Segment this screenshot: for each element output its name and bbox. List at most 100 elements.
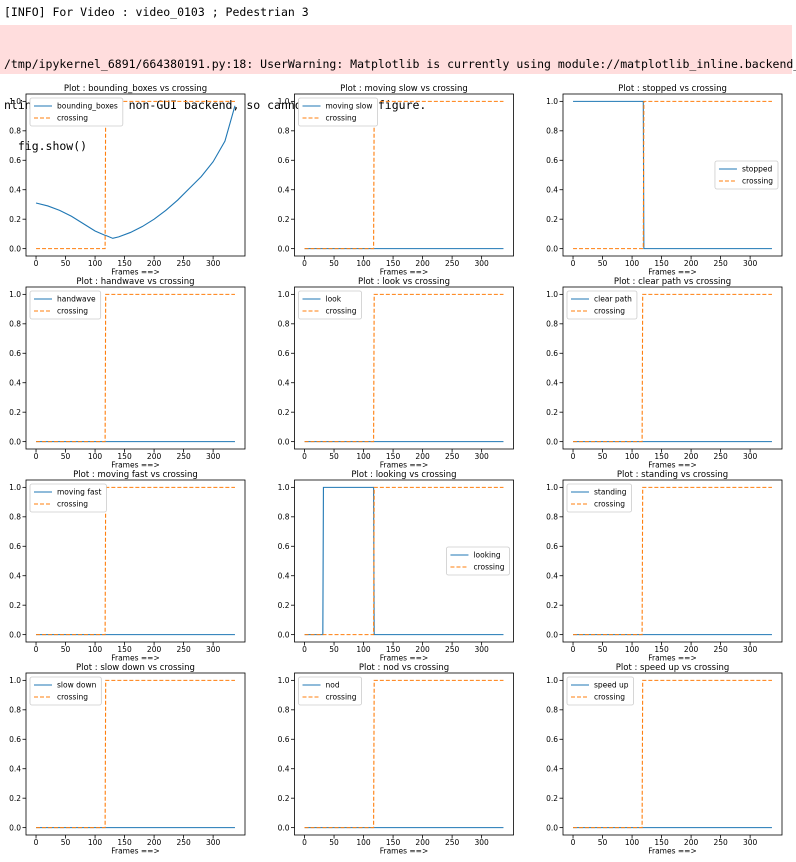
y-tick-label: 0.0 [9,823,21,832]
x-axis-label: Frames ==> [111,654,160,663]
y-tick-label: 0.0 [9,630,21,639]
x-tick-label: 300 [474,838,489,847]
x-axis-label: Frames ==> [648,847,697,856]
x-axis-label: Frames ==> [380,654,429,663]
chart-title: Plot : stopped vs crossing [618,84,727,94]
warning-box: /tmp/ipykernel_6891/664380191.py:18: Use… [0,25,796,153]
x-axis-label: Frames ==> [111,847,160,856]
y-tick-label: 0.8 [546,127,558,136]
y-tick-label: 1.0 [9,483,21,492]
x-tick-label: 200 [147,645,162,654]
legend: looking crossing [446,546,510,576]
x-tick-label: 300 [474,645,489,654]
y-tick-label: 0.4 [278,185,290,194]
y-tick-label: 1.0 [9,97,21,106]
y-tick-label: 0.0 [278,823,290,832]
y-tick-label: 0.6 [9,156,21,165]
y-tick-label: 0.8 [546,706,558,715]
x-tick-label: 50 [61,645,71,654]
x-tick-label: 50 [329,259,339,268]
legend: standing crossing [566,483,632,513]
axes-frame [562,93,783,257]
y-tick-label: 0.2 [278,794,290,803]
x-tick-label: 50 [61,452,71,461]
x-tick-label: 200 [415,645,430,654]
x-tick-label: 100 [356,259,371,268]
y-tick-label: 0.8 [9,127,21,136]
y-tick-label: 1.0 [9,290,21,299]
legend-label: crossing [57,693,88,702]
x-axis-label: Frames ==> [380,847,429,856]
y-tick-label: 0.6 [546,349,558,358]
legend: slow down crossing [29,676,102,706]
legend-label: crossing [57,307,88,316]
y-tick-label: 0.0 [546,823,558,832]
axes-frame [294,286,514,450]
chart-title: Plot : moving slow vs crossing [340,84,468,94]
y-tick-label: 0.6 [278,542,290,551]
x-tick-label: 200 [147,452,162,461]
x-tick-label: 50 [329,452,339,461]
x-tick-label: 300 [743,452,758,461]
y-tick-label: 0.0 [278,437,290,446]
legend-label: crossing [594,693,625,702]
legend-label: bounding_boxes [57,102,118,111]
x-tick-label: 100 [625,838,640,847]
x-tick-label: 250 [176,259,191,268]
y-tick-label: 0.4 [278,764,290,773]
x-tick-label: 200 [415,452,430,461]
x-tick-label: 150 [117,259,132,268]
y-tick-label: 0.0 [546,244,558,253]
legend-box [29,97,124,127]
x-tick-label: 50 [61,838,71,847]
y-tick-label: 0.6 [9,735,21,744]
axes-frame [562,479,783,643]
x-tick-label: 200 [415,259,430,268]
y-tick-label: 0.2 [9,408,21,417]
x-tick-label: 250 [445,838,460,847]
y-tick-label: 0.2 [278,215,290,224]
legend-label: slow down [57,681,97,690]
chart-title: Plot : moving fast vs crossing [73,470,198,480]
legend-box [714,160,779,190]
legend-label: looking [473,551,500,560]
y-tick-label: 0.4 [546,185,558,194]
x-tick-label: 250 [713,838,728,847]
x-tick-label: 150 [654,645,669,654]
y-tick-label: 0.8 [278,513,290,522]
axes-frame [562,286,783,450]
y-tick-label: 0.4 [9,378,21,387]
y-tick-label: 0.6 [9,542,21,551]
x-tick-label: 50 [329,645,339,654]
y-tick-label: 1.0 [278,97,290,106]
axes-frame [294,93,514,257]
x-tick-label: 50 [598,259,608,268]
x-axis-label: Frames ==> [648,654,697,663]
y-tick-label: 0.2 [546,408,558,417]
y-tick-label: 0.6 [546,735,558,744]
legend-label: handwave [57,295,96,304]
x-tick-label: 0 [302,645,307,654]
legend-box [566,483,632,513]
series-line [573,100,772,250]
axes-frame [562,672,783,836]
x-tick-label: 300 [474,259,489,268]
x-tick-label: 200 [684,452,699,461]
chart-title: Plot : look vs crossing [358,277,450,287]
legend: nod crossing [298,676,362,706]
x-tick-label: 200 [684,645,699,654]
y-tick-label: 0.4 [9,571,21,580]
x-tick-label: 100 [88,452,103,461]
legend-label: look [326,295,342,304]
x-tick-label: 150 [117,838,132,847]
x-tick-label: 200 [684,838,699,847]
axes-frame [25,93,246,257]
chart-title: Plot : looking vs crossing [351,470,456,480]
y-tick-label: 0.0 [546,437,558,446]
chart-title: Plot : clear path vs crossing [614,277,731,287]
x-axis-label: Frames ==> [648,461,697,470]
y-tick-label: 0.8 [9,513,21,522]
y-tick-label: 0.6 [278,156,290,165]
legend: handwave crossing [29,290,102,320]
x-tick-label: 250 [176,452,191,461]
